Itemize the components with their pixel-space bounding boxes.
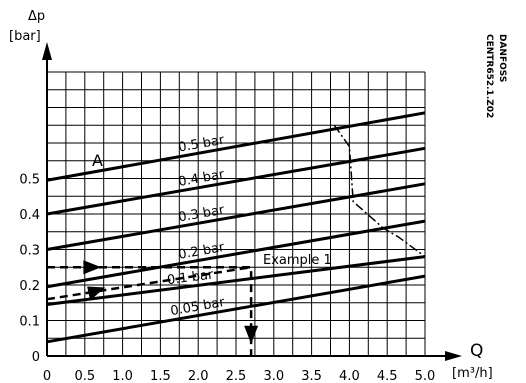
y-axis-arrow	[42, 42, 52, 60]
x-tick-label: 1.5	[150, 369, 171, 383]
grid	[46, 71, 426, 357]
x-tick-label: 2.0	[188, 369, 209, 383]
annotations: Example 1	[46, 124, 426, 356]
series-line	[46, 274, 426, 344]
x-axis-unit: [m³/h]	[452, 366, 493, 381]
example-path-low	[46, 266, 252, 301]
x-tick-label: 4.5	[377, 369, 398, 383]
x-tick-label: 0	[43, 369, 51, 383]
series-line	[46, 146, 426, 216]
x-axis-arrow	[445, 351, 462, 361]
y-tick-label: 0.1	[19, 315, 40, 330]
y-axis-label: Δp	[28, 9, 45, 24]
x-tick-label: 0.5	[74, 369, 95, 383]
x-tick-label: 4.0	[339, 369, 360, 383]
axes	[42, 42, 462, 361]
y-tick-label: 0.5	[19, 173, 40, 188]
series-line	[46, 111, 426, 182]
side-text-code: CENTR652.1.Z02	[484, 34, 494, 118]
x-tick-label: 3.0	[263, 369, 284, 383]
y-tick-label: 0.2	[19, 279, 40, 294]
series-lines	[46, 111, 426, 344]
x-tick-label: 1.0	[112, 369, 133, 383]
example-arrow-low	[87, 286, 106, 301]
curve-label-a: A	[92, 151, 103, 170]
side-text-brand: DANFOSS	[497, 34, 507, 82]
series-line	[46, 219, 426, 289]
y-tick-label: 0.3	[19, 244, 40, 259]
example-arrow-down	[244, 325, 259, 344]
y-axis-unit: [bar]	[9, 29, 41, 44]
y-tick-label: 0	[32, 350, 40, 365]
example-arrow-high	[83, 260, 102, 275]
limit-curve	[333, 124, 426, 258]
series-line	[46, 255, 426, 307]
series-line	[46, 182, 426, 251]
x-tick-label: 5.0	[415, 369, 436, 383]
y-tick-label: 0.4	[19, 208, 40, 223]
tick-labels: 0 0.5 1.0 1.5 2.0 2.5 3.0 3.5 4.0 4.5 5.0 0 0.1 0.2 0.…	[19, 173, 435, 383]
x-tick-label: 3.5	[301, 369, 322, 383]
example-label: Example 1	[263, 253, 332, 268]
x-tick-label: 2.5	[226, 369, 247, 383]
x-axis-label: Q	[470, 341, 483, 361]
